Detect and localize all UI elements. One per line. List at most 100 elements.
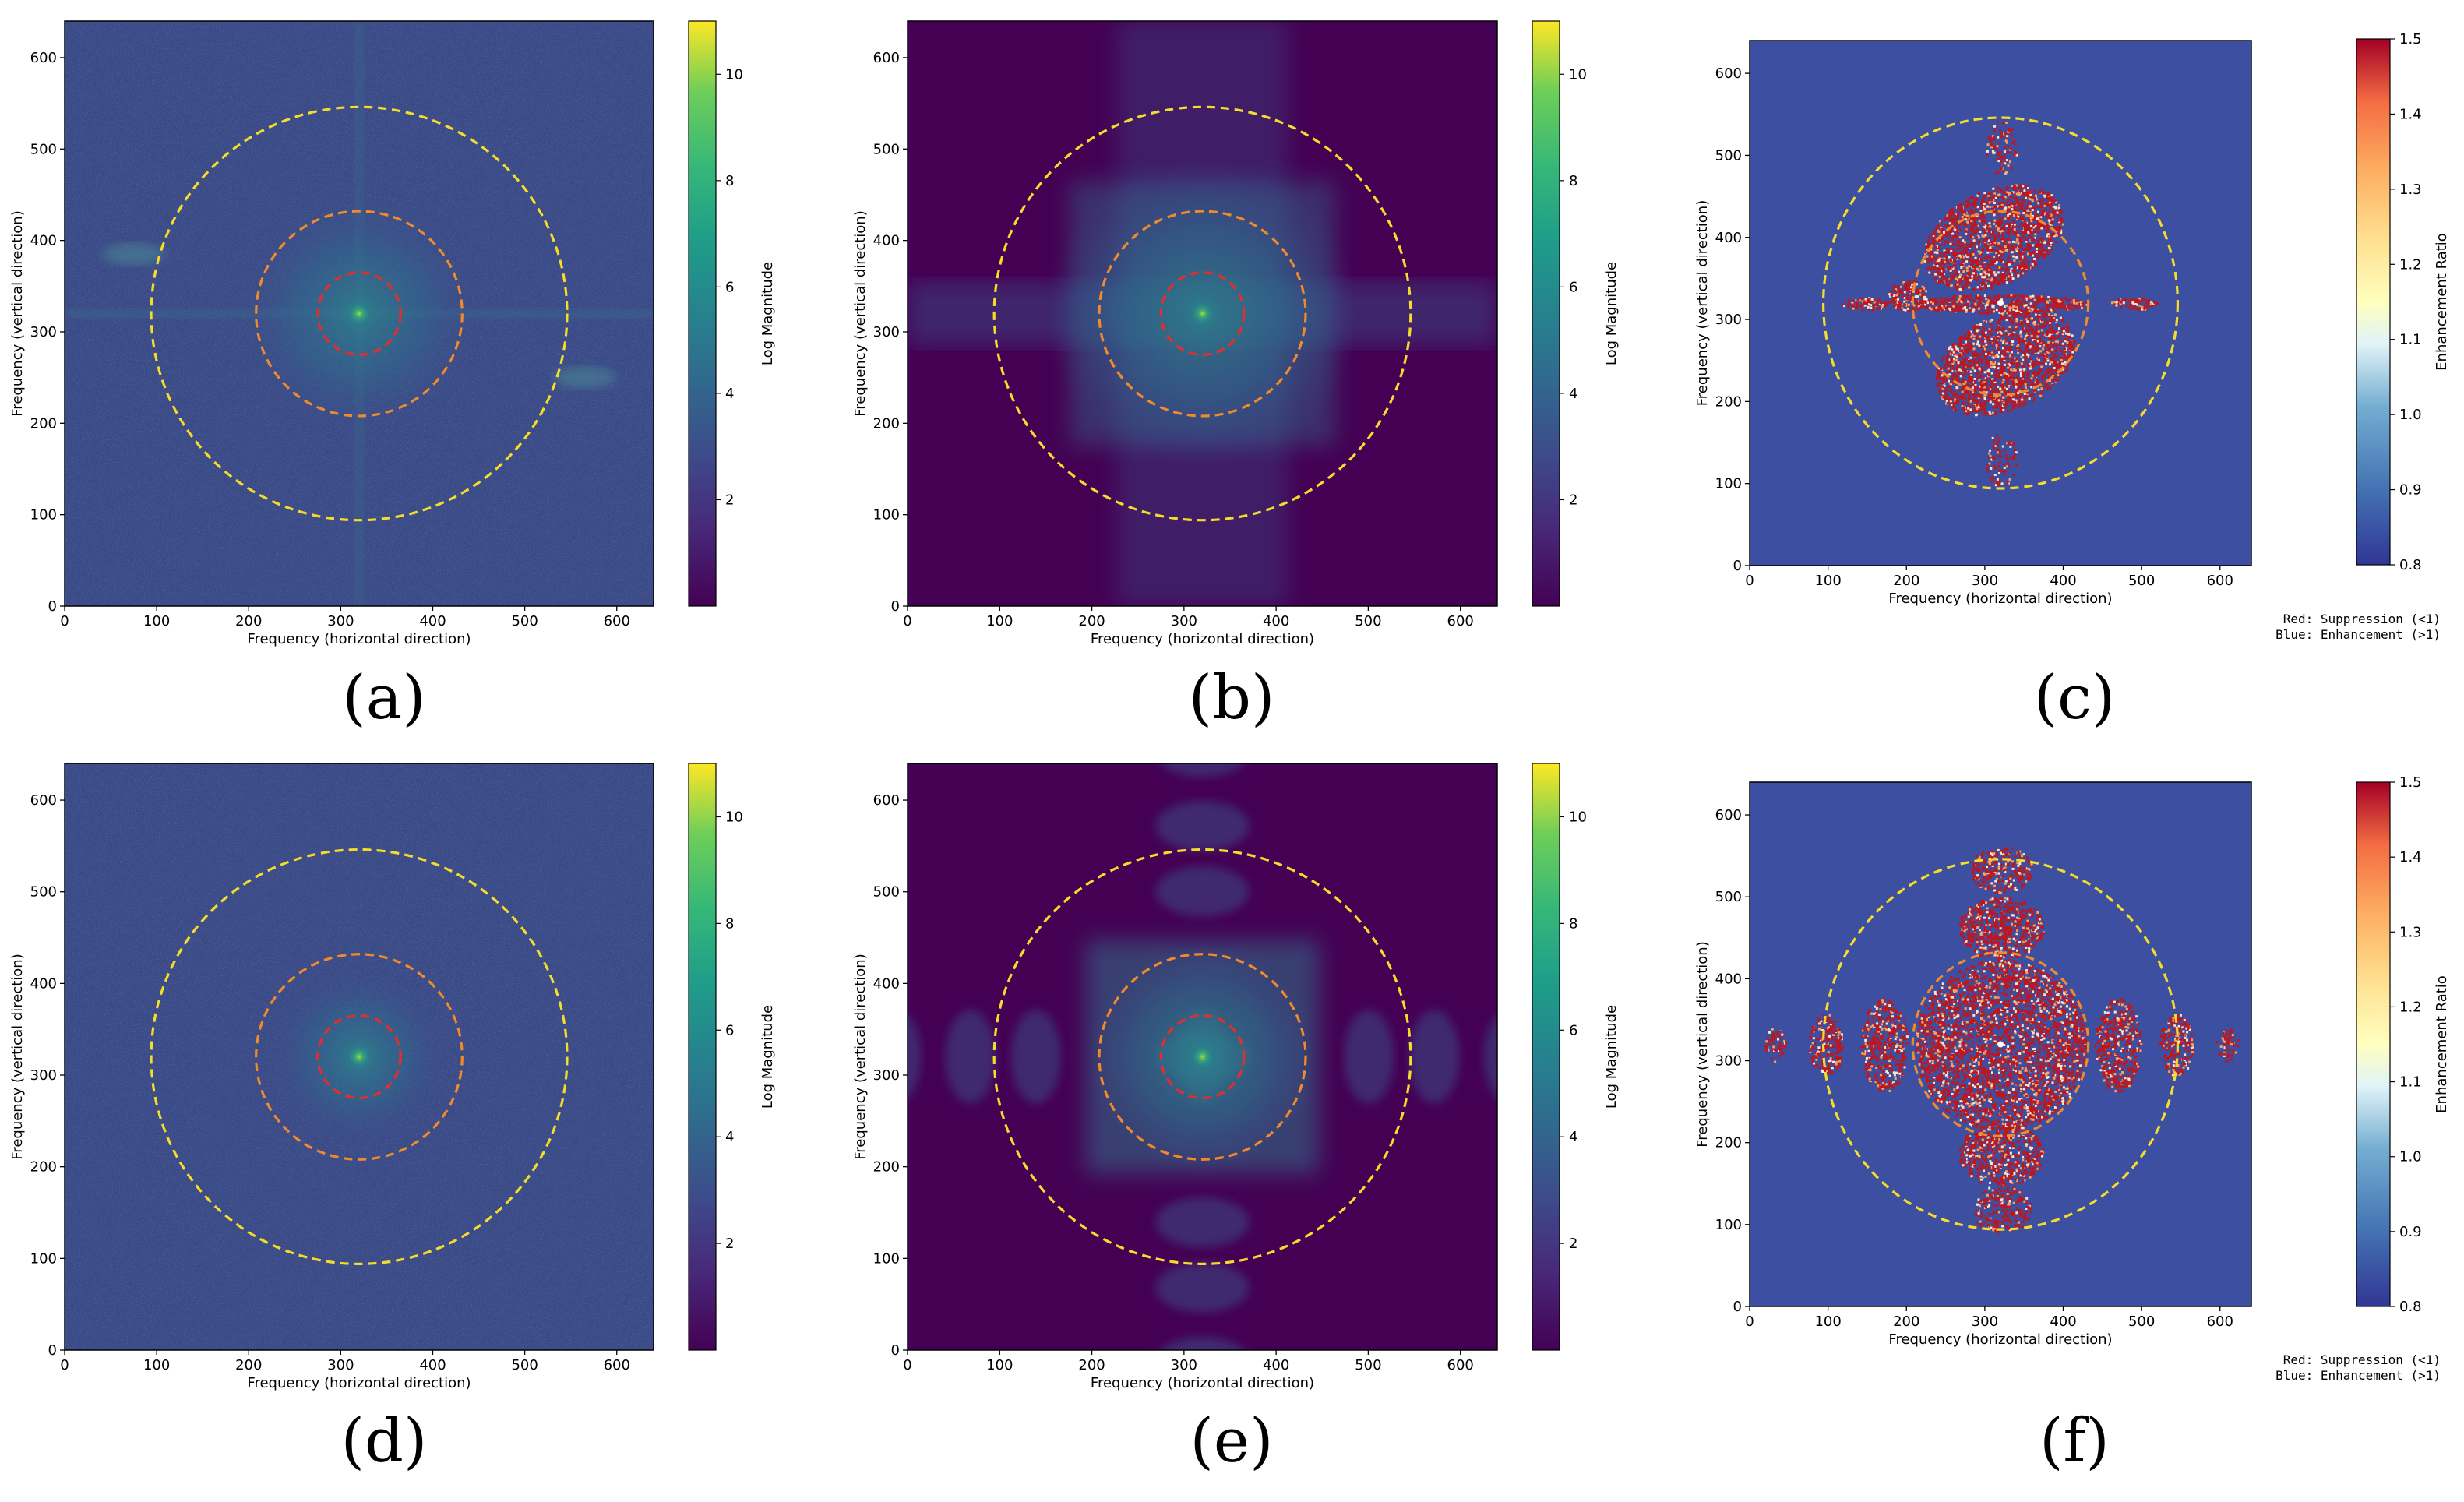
x-tick-label: 0 — [60, 613, 69, 629]
colorbar-tick-label: 8 — [1569, 173, 1577, 189]
y-tick-label: 0 — [1733, 1299, 1742, 1315]
panel-b: 0 100 200 300 400 500 600 0 100 200 300 400 500 600 Fr… — [852, 20, 1620, 733]
colorbar — [1532, 763, 1560, 1351]
lobe-horizontal — [908, 1015, 922, 1098]
y-tick-label: 100 — [1715, 1217, 1742, 1233]
y-tick-label: 600 — [30, 50, 57, 66]
x-tick-label: 200 — [1893, 1313, 1919, 1330]
lobe-horizontal — [1011, 1010, 1062, 1104]
x-tick-label: 200 — [235, 1357, 262, 1373]
lobe-horizontal — [945, 1010, 996, 1104]
x-tick-label: 100 — [986, 613, 1013, 629]
lobe-vertical — [1161, 1336, 1244, 1350]
plot-frame — [64, 20, 654, 607]
colorbar-tick-label: 6 — [725, 1022, 734, 1038]
colorbar-tick-label: 1.4 — [2399, 849, 2422, 866]
ring-orange — [1098, 210, 1307, 418]
colorbar-tick-label: 4 — [1569, 1129, 1577, 1145]
colorbar-tick-label: 10 — [725, 809, 743, 825]
x-axis-label: Frequency (horizontal direction) — [1888, 1331, 2112, 1348]
y-axis-label: Frequency (vertical direction) — [9, 210, 26, 416]
y-tick-label: 100 — [30, 507, 57, 524]
x-tick-label: 600 — [2207, 573, 2233, 589]
colorbar-tick-label: 8 — [725, 173, 734, 189]
lobe-vertical — [1155, 1197, 1250, 1247]
lobe-horizontal — [1409, 1010, 1460, 1104]
panel-c: 0 100 200 300 400 500 600 0 100 200 300 400 500 600 Fr… — [1694, 31, 2450, 733]
x-tick-label: 200 — [1078, 613, 1105, 629]
colorbar-tick-label: 1.1 — [2399, 332, 2422, 348]
x-tick-label: 600 — [604, 1357, 630, 1373]
y-tick-label: 300 — [30, 324, 57, 340]
panel-label: (f) — [2039, 1406, 2110, 1476]
y-axis-label: Frequency (vertical direction) — [9, 954, 26, 1159]
colorbar-tick-label: 2 — [1569, 1236, 1577, 1252]
x-tick-label: 400 — [419, 1357, 446, 1373]
lobe-vertical — [1155, 1262, 1250, 1313]
y-tick-label: 500 — [873, 884, 900, 901]
y-tick-label: 500 — [1715, 889, 1742, 905]
colorbar-tick-label: 2 — [1569, 492, 1577, 508]
colorbar-tick-label: 1.3 — [2399, 924, 2422, 940]
panel-label: (d) — [341, 1406, 428, 1476]
x-tick-label: 500 — [511, 1357, 538, 1373]
y-tick-label: 200 — [1715, 393, 1742, 410]
panel-label: (c) — [2034, 663, 2116, 733]
x-tick-label: 0 — [60, 1357, 69, 1373]
legend-note: Red: Suppression (<1) — [2283, 612, 2441, 626]
colorbar-tick-label: 4 — [725, 386, 734, 402]
y-tick-label: 100 — [873, 1250, 900, 1267]
x-tick-label: 0 — [903, 613, 911, 629]
ring-orange — [255, 953, 464, 1161]
x-tick-label: 600 — [1447, 1357, 1474, 1373]
y-tick-label: 500 — [1715, 147, 1742, 164]
ring-yellow — [150, 105, 569, 522]
dc-peak — [342, 1039, 376, 1074]
x-tick-label: 300 — [1171, 613, 1197, 629]
lobe-vertical — [1155, 801, 1250, 851]
y-tick-label: 0 — [48, 598, 57, 615]
x-tick-label: 100 — [143, 613, 170, 629]
y-tick-label: 600 — [30, 792, 57, 809]
ring-orange — [1098, 953, 1307, 1161]
x-tick-label: 500 — [2128, 573, 2155, 589]
x-tick-label: 400 — [2050, 1313, 2076, 1330]
heatmap-area — [1750, 782, 2251, 1306]
colorbar-tick-label: 10 — [1569, 66, 1587, 83]
y-tick-label: 0 — [48, 1342, 57, 1359]
colorbar-tick-label: 8 — [725, 915, 734, 932]
colorbar — [688, 763, 717, 1351]
x-tick-label: 0 — [1745, 573, 1754, 589]
y-tick-label: 500 — [30, 141, 57, 157]
plot-frame — [907, 763, 1498, 1351]
x-tick-label: 600 — [2207, 1313, 2233, 1330]
colorbar-tick-label: 1.1 — [2399, 1074, 2422, 1091]
x-tick-label: 600 — [604, 613, 630, 629]
x-tick-label: 300 — [1972, 1313, 1998, 1330]
y-tick-label: 0 — [891, 1342, 900, 1359]
colorbar-tick-label: 6 — [1569, 279, 1577, 295]
x-tick-label: 500 — [1355, 613, 1381, 629]
colorbar-tick-label: 1.0 — [2399, 1149, 2422, 1165]
ring-orange — [1911, 951, 2090, 1137]
colorbar-tick-label: 1.0 — [2399, 407, 2422, 423]
y-tick-label: 200 — [873, 1159, 900, 1176]
colorbar — [2356, 781, 2391, 1307]
x-tick-label: 0 — [1745, 1313, 1754, 1330]
x-tick-label: 200 — [235, 613, 262, 629]
x-axis-label: Frequency (horizontal direction) — [1091, 1375, 1314, 1391]
colorbar-tick-label: 2 — [725, 492, 734, 508]
colorbar-tick-label: 2 — [725, 1236, 734, 1252]
lobe-horizontal — [1343, 1010, 1394, 1104]
colorbar — [2356, 38, 2391, 566]
ring-yellow — [1821, 116, 2180, 490]
y-tick-label: 600 — [1715, 65, 1742, 82]
x-tick-label: 400 — [2050, 573, 2076, 589]
panel-d: 0 100 200 300 400 500 600 0 100 200 300 400 500 600 Fr… — [9, 763, 776, 1476]
colorbar-tick-label: 0.8 — [2399, 557, 2422, 573]
x-axis-label: Frequency (horizontal direction) — [1888, 591, 2112, 607]
y-axis-label: Frequency (vertical direction) — [852, 954, 869, 1159]
x-tick-label: 300 — [327, 1357, 354, 1373]
colorbar-tick-label: 1.2 — [2399, 256, 2422, 273]
y-tick-label: 400 — [873, 975, 900, 992]
